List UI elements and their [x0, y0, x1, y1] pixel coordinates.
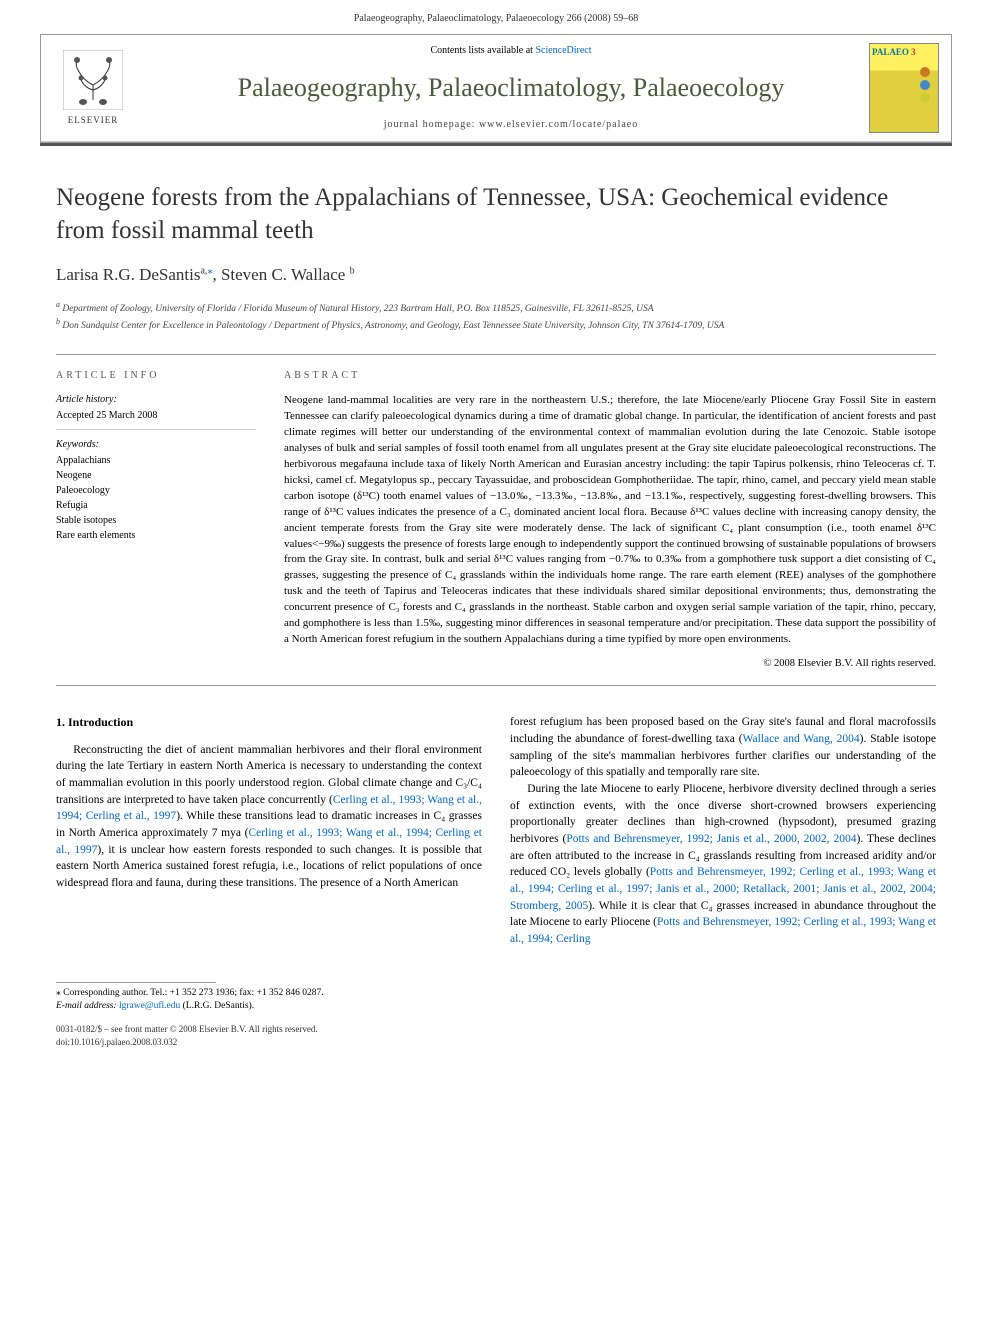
- author-2: Steven C. Wallace: [221, 265, 345, 284]
- intro-paragraph: Reconstructing the diet of ancient mamma…: [56, 742, 482, 892]
- keyword: Rare earth elements: [56, 529, 256, 543]
- front-matter-line: 0031-0182/$ – see front matter © 2008 El…: [56, 1023, 936, 1036]
- palaeo-cover-logo: PALAEO 3: [869, 43, 939, 133]
- elsevier-logo: ELSEVIER: [53, 43, 133, 133]
- keyword: Refugia: [56, 499, 256, 513]
- body-columns: 1. Introduction Reconstructing the diet …: [56, 714, 936, 967]
- citation-link[interactable]: Potts and Behrensmeyer, 1992; Janis et a…: [566, 833, 856, 845]
- abstract-copyright: © 2008 Elsevier B.V. All rights reserved…: [284, 656, 936, 671]
- column-left: 1. Introduction Reconstructing the diet …: [56, 714, 482, 947]
- elsevier-label: ELSEVIER: [68, 114, 119, 127]
- abstract-label: ABSTRACT: [284, 369, 936, 384]
- column-right: forest refugium has been proposed based …: [510, 714, 936, 947]
- body-paragraph: During the late Miocene to early Pliocen…: [510, 781, 936, 948]
- body-paragraph: forest refugium has been proposed based …: [510, 714, 936, 781]
- journal-name: Palaeogeography, Palaeoclimatology, Pala…: [153, 70, 869, 106]
- journal-banner: ELSEVIER Contents lists available at Sci…: [40, 34, 952, 143]
- keywords-label: Keywords:: [56, 438, 256, 452]
- author-2-sup: b: [350, 265, 355, 276]
- author-1: Larisa R.G. DeSantis: [56, 265, 200, 284]
- affiliation-a: Department of Zoology, University of Flo…: [62, 304, 653, 314]
- running-head: Palaeogeography, Palaeoclimatology, Pala…: [0, 0, 992, 34]
- sciencedirect-link[interactable]: ScienceDirect: [535, 45, 591, 56]
- corresponding-author-note: ⁎ Corresponding author. Tel.: +1 352 273…: [56, 987, 936, 1000]
- palaeo-dots-icon: [920, 64, 930, 106]
- email-link[interactable]: lgrawe@ufl.edu: [119, 1001, 180, 1011]
- citation-link[interactable]: Wallace and Wang, 2004: [743, 733, 860, 745]
- email-paren: (L.R.G. DeSantis).: [183, 1001, 255, 1011]
- keyword: Stable isotopes: [56, 514, 256, 528]
- article-info-label: ARTICLE INFO: [56, 369, 256, 383]
- intro-heading: 1. Introduction: [56, 714, 482, 731]
- email-label: E-mail address:: [56, 1001, 117, 1011]
- abstract-text: Neogene land-mammal localities are very …: [284, 393, 936, 648]
- text: ), it is unclear how eastern forests res…: [56, 844, 482, 889]
- accepted-date: Accepted 25 March 2008: [56, 409, 256, 430]
- history-label: Article history:: [56, 393, 256, 407]
- article-title: Neogene forests from the Appalachians of…: [56, 182, 936, 247]
- palaeo-num: 3: [911, 47, 916, 57]
- keyword: Appalachians: [56, 454, 256, 468]
- contents-text: Contents lists available at: [430, 45, 535, 56]
- doi-line: doi:10.1016/j.palaeo.2008.03.032: [56, 1036, 936, 1049]
- keyword: Paleoecology: [56, 484, 256, 498]
- palaeo-label: PALAEO: [872, 47, 909, 57]
- keywords-list: Appalachians Neogene Paleoecology Refugi…: [56, 454, 256, 543]
- affiliation-b: Don Sundquist Center for Excellence in P…: [62, 321, 724, 331]
- copyright-footer: 0031-0182/$ – see front matter © 2008 El…: [0, 1023, 992, 1068]
- affiliations: a Department of Zoology, University of F…: [56, 299, 936, 334]
- contents-available: Contents lists available at ScienceDirec…: [153, 44, 869, 58]
- keyword: Neogene: [56, 469, 256, 483]
- elsevier-tree-icon: [63, 50, 123, 110]
- journal-homepage: journal homepage: www.elsevier.com/locat…: [153, 118, 869, 132]
- author-sep: ,: [212, 265, 221, 284]
- article-info: ARTICLE INFO Article history: Accepted 2…: [56, 369, 256, 672]
- abstract: ABSTRACT Neogene land-mammal localities …: [284, 369, 936, 672]
- footnotes: ⁎ Corresponding author. Tel.: +1 352 273…: [0, 983, 992, 1024]
- authors: Larisa R.G. DeSantisa,⁎, Steven C. Walla…: [56, 263, 936, 287]
